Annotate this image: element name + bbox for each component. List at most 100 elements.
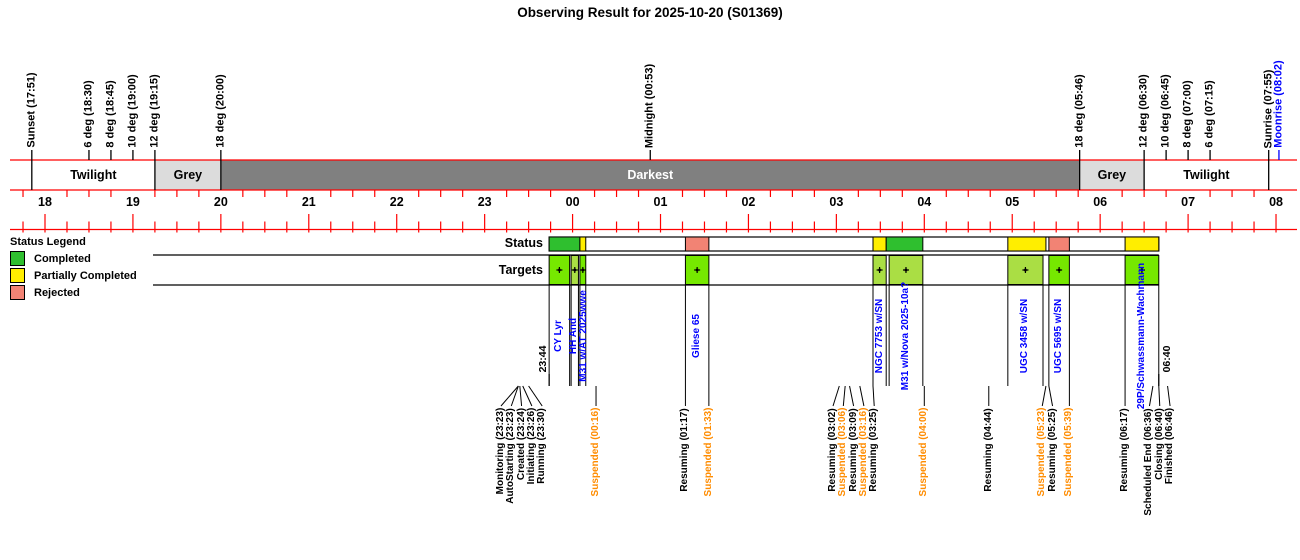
event-connector-line: [859, 385, 865, 407]
sky-marker-label: 8 deg (18:45): [104, 80, 117, 148]
band-label-grey: Grey: [173, 168, 203, 182]
event-connector-line: [842, 385, 846, 407]
pointing-marker-dot: [904, 268, 908, 272]
window-end-label: 06:40: [1160, 345, 1173, 372]
legend-swatch-rejected-icon: [10, 285, 25, 300]
sky-marker-label: 10 deg (06:45): [1159, 74, 1172, 148]
event-label: AutoStarting (23:23): [505, 408, 517, 504]
event-label: Resuming (04:44): [982, 407, 994, 492]
legend-item-partial: Partially Completed: [10, 268, 137, 283]
sky-marker-label: 18 deg (20:00): [214, 74, 227, 148]
hour-label-19: 19: [125, 195, 140, 209]
hour-label-05: 05: [1005, 195, 1020, 209]
sky-marker-label: 6 deg (18:30): [82, 80, 95, 148]
hour-label-03: 03: [829, 195, 844, 209]
band-label-grey: Grey: [1097, 168, 1127, 182]
band-label-darkest: Darkest: [627, 168, 674, 182]
event-label: Suspended (05:39): [1063, 407, 1075, 497]
status-segment-partial-5: [1007, 236, 1047, 252]
pointing-marker-dot: [695, 268, 699, 272]
sky-marker-label: 12 deg (06:30): [1137, 74, 1150, 148]
chart-title: Observing Result for 2025-10-20 (S01369): [517, 5, 783, 20]
event-label: Suspended (01:33): [702, 407, 714, 497]
sky-marker-label: Midnight (00:53): [643, 63, 656, 148]
event-label: Suspended (03:06): [837, 407, 849, 497]
event-label: Scheduled End (06:36): [1143, 408, 1155, 516]
event-label: Resuming (05:25): [1046, 407, 1058, 492]
event-connector-line: [1167, 385, 1171, 407]
pointing-marker-dot: [581, 268, 585, 272]
target-name-label: Gliese 65: [691, 314, 703, 358]
pointing-marker-dot: [1140, 268, 1144, 272]
event-connector-line: [522, 385, 533, 407]
event-label: Suspended (05:23): [1036, 407, 1048, 497]
legend-swatch-completed-icon: [10, 251, 25, 266]
event-connector-line: [1048, 385, 1054, 407]
status-row-label: Status: [504, 236, 543, 250]
event-label: Resuming (06:17): [1119, 407, 1131, 492]
hour-label-23: 23: [477, 195, 492, 209]
hour-label-21: 21: [301, 195, 316, 209]
hour-label-07: 07: [1181, 195, 1196, 209]
status-segment-completed-4: [885, 236, 924, 252]
event-label: Resuming (03:25): [868, 407, 880, 492]
pointing-marker-dot: [878, 268, 881, 272]
status-legend-title: Status Legend: [10, 236, 86, 248]
sky-marker-label: 8 deg (07:00): [1181, 80, 1194, 148]
band-grey-1: [154, 160, 221, 190]
targets-row-label: Targets: [498, 263, 543, 277]
sky-marker-label: Sunset (17:51): [25, 72, 38, 148]
legend-label: Rejected: [34, 286, 80, 299]
band-label-twilight: Twilight: [1183, 168, 1230, 182]
legend-item-rejected: Rejected: [10, 285, 137, 300]
sky-marker-label: 12 deg (19:15): [148, 74, 161, 148]
target-name-label: M31 w/AT 2025wwe: [577, 290, 589, 382]
hour-label-18: 18: [38, 195, 52, 209]
legend-swatch-partial-icon: [10, 268, 25, 283]
event-label: Finished (06:46): [1164, 407, 1176, 485]
event-connector-line: [519, 385, 523, 407]
event-label: Suspended (00:16): [590, 407, 602, 497]
sky-marker-label: 6 deg (07:15): [1203, 80, 1216, 148]
target-name-label: UGC 3458 w/SN: [1019, 298, 1031, 374]
band-darkest-2: [220, 160, 1080, 190]
hour-label-02: 02: [741, 195, 756, 209]
event-connector-line: [1158, 385, 1161, 407]
hour-label-06: 06: [1093, 195, 1108, 209]
sky-marker-label: Moonrise (08:02): [1272, 60, 1285, 148]
legend-item-completed: Completed: [10, 251, 137, 266]
event-connector-line: [528, 385, 543, 407]
event-connector-line: [510, 385, 519, 407]
target-name-label: 29P/Schwassmann-Wachmann: [1135, 262, 1147, 410]
hour-label-00: 00: [565, 195, 580, 209]
target-name-label: NGC 7753 w/SN: [873, 298, 885, 374]
sky-marker-label: 18 deg (05:46): [1073, 74, 1086, 148]
target-name-label: UGC 5695 w/SN: [1053, 298, 1065, 374]
pointing-marker-dot: [1024, 268, 1027, 272]
event-connector-line: [849, 385, 855, 407]
target-name-label: CY Lyr: [553, 320, 565, 352]
event-connector-line: [500, 385, 519, 407]
status-legend: Status Legend Completed Partially Complet…: [10, 236, 137, 300]
legend-label: Partially Completed: [34, 269, 137, 282]
pointing-marker-dot: [1057, 268, 1061, 272]
event-connector-line: [1041, 385, 1047, 407]
event-connector-line: [872, 385, 875, 407]
hour-label-01: 01: [653, 195, 668, 209]
target-name-label: M31 w/Nova 2025-10a?: [899, 281, 911, 391]
pointing-marker-dot: [558, 268, 561, 272]
event-label: Suspended (04:00): [918, 407, 930, 497]
status-segment-rejected-6: [1048, 236, 1070, 252]
hour-label-20: 20: [213, 195, 228, 209]
hour-label-04: 04: [917, 195, 932, 209]
status-segment-partial-1: [579, 236, 587, 252]
legend-label: Completed: [34, 252, 91, 265]
event-connector-line: [1148, 385, 1154, 407]
status-legend-items: Completed Partially Completed Rejected: [10, 251, 137, 300]
hour-label-22: 22: [389, 195, 404, 209]
status-segment-rejected-2: [684, 236, 710, 252]
status-segment-completed-0: [548, 236, 581, 252]
hour-label-08: 08: [1269, 195, 1283, 209]
